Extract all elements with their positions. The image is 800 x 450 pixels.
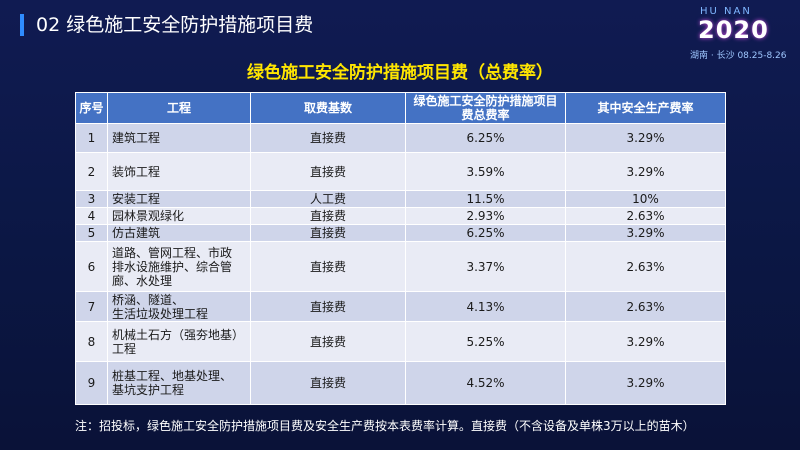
table-row: 2 装饰工程 直接费 3.59% 3.29% — [75, 152, 726, 191]
cell-line: 园林景观绿化 — [112, 209, 185, 223]
cell-line: 建筑工程 — [112, 131, 161, 145]
table-cell: 4.52% — [405, 361, 566, 405]
cell-line: 取费基数 — [303, 101, 352, 115]
table-cell: 3.59% — [405, 152, 566, 191]
column-header: 取费基数 — [250, 92, 406, 124]
table-cell: 5 — [75, 224, 108, 242]
table-cell: 直接费 — [250, 241, 406, 292]
table-cell: 3.29% — [565, 224, 726, 242]
table-cell: 人工费 — [250, 190, 406, 208]
table-cell: 4 — [75, 207, 108, 225]
table-cell: 直接费 — [250, 152, 406, 191]
project-cell: 桩基工程、地基处理、 基坑支护工程 — [107, 361, 251, 405]
table-cell: 6 — [75, 241, 108, 292]
table-cell: 2 — [75, 152, 108, 191]
project-cell: 桥涵、隧道、 生活垃圾处理工程 — [107, 291, 251, 322]
table-cell: 3.29% — [565, 361, 726, 405]
column-header: 序号 — [75, 92, 108, 124]
table-cell: 1 — [75, 123, 108, 153]
table-cell: 直接费 — [250, 224, 406, 242]
table-row: 8 机械土石方（强夯地基） 工程 直接费 5.25% 3.29% — [75, 321, 726, 362]
table-cell: 直接费 — [250, 321, 406, 362]
table-cell: 直接费 — [250, 123, 406, 153]
table-row: 6 道路、管网工程、市政 排水设施维护、综合管 廊、水处理 直接费 3.37% 2.63% — [75, 241, 726, 292]
cell-line: 安装工程 — [112, 192, 161, 206]
table-row: 4 园林景观绿化 直接费 2.93% 2.63% — [75, 207, 726, 225]
cell-line: 桩基工程、地基处理、 — [112, 369, 233, 383]
table-cell: 11.5% — [405, 190, 566, 208]
cell-line: 生活垃圾处理工程 — [112, 306, 209, 321]
table-cell: 直接费 — [250, 207, 406, 225]
logo-year: 2020 — [698, 16, 769, 44]
fee-table: 序号 工程 取费基数 绿色施工安全防护措施项目 费总费率 其中安全生产费率 1 建筑工程 直接… — [75, 92, 726, 405]
header-bar — [20, 14, 24, 36]
cell-line: 廊、水处理 — [112, 273, 173, 288]
table-cell: 2.63% — [565, 241, 726, 292]
project-cell: 装饰工程 — [107, 152, 251, 191]
table-cell: 8 — [75, 321, 108, 362]
cell-line: 排水设施维护、综合管 — [112, 259, 233, 274]
table-cell: 5.25% — [405, 321, 566, 362]
column-header: 工程 — [107, 92, 251, 124]
project-cell: 道路、管网工程、市政 排水设施维护、综合管 廊、水处理 — [107, 241, 251, 292]
cell-line: 费总费率 — [461, 108, 510, 122]
logo-subtitle: 湖南 · 长沙 08.25-8.26 — [690, 51, 787, 61]
table-cell: 直接费 — [250, 361, 406, 405]
header-title: 02 绿色施工安全防护措施项目费 — [36, 14, 314, 36]
header-row: 序号 工程 取费基数 绿色施工安全防护措施项目 费总费率 其中安全生产费率 — [75, 92, 726, 124]
cell-line: 基坑支护工程 — [112, 383, 185, 397]
table-cell: 3 — [75, 190, 108, 208]
project-cell: 园林景观绿化 — [107, 207, 251, 225]
table-cell: 直接费 — [250, 291, 406, 322]
cell-line: 序号 — [79, 101, 104, 115]
table-row: 7 桥涵、隧道、 生活垃圾处理工程 直接费 4.13% 2.63% — [75, 291, 726, 322]
project-cell: 机械土石方（强夯地基） 工程 — [107, 321, 251, 362]
cell-line: 仿古建筑 — [112, 226, 161, 240]
table-cell: 6.25% — [405, 224, 566, 242]
table-cell: 7 — [75, 291, 108, 322]
column-header: 其中安全生产费率 — [565, 92, 726, 124]
project-cell: 仿古建筑 — [107, 224, 251, 242]
table-cell: 3.29% — [565, 321, 726, 362]
project-cell: 建筑工程 — [107, 123, 251, 153]
note: 注：招投标，绿色施工安全防护措施项目费及安全生产费按本表费率计算。直接费（不含设… — [75, 419, 695, 433]
cell-line: 机械土石方（强夯地基） — [112, 327, 245, 342]
table-row: 3 安装工程 人工费 11.5% 10% — [75, 190, 726, 208]
table-cell: 9 — [75, 361, 108, 405]
table-title: 绿色施工安全防护措施项目费（总费率） — [247, 63, 553, 83]
table-cell: 10% — [565, 190, 726, 208]
logo-text: HU NAN — [700, 6, 752, 17]
table-cell: 3.29% — [565, 152, 726, 191]
table-row: 9 桩基工程、地基处理、 基坑支护工程 直接费 4.52% 3.29% — [75, 361, 726, 405]
column-header: 绿色施工安全防护措施项目 费总费率 — [405, 92, 566, 124]
cell-line: 绿色施工安全防护措施项目 — [413, 94, 558, 108]
table-cell: 6.25% — [405, 123, 566, 153]
table-cell: 4.13% — [405, 291, 566, 322]
table-cell: 2.93% — [405, 207, 566, 225]
cell-line: 工程 — [166, 101, 191, 115]
table-cell: 3.37% — [405, 241, 566, 292]
table-cell: 3.29% — [565, 123, 726, 153]
cell-line: 其中安全生产费率 — [597, 101, 694, 115]
cell-line: 装饰工程 — [112, 164, 161, 179]
cell-line: 工程 — [112, 341, 137, 356]
table-cell: 2.63% — [565, 207, 726, 225]
project-cell: 安装工程 — [107, 190, 251, 208]
table-row: 1 建筑工程 直接费 6.25% 3.29% — [75, 123, 726, 153]
cell-line: 桥涵、隧道、 — [112, 292, 185, 307]
table-row: 5 仿古建筑 直接费 6.25% 3.29% — [75, 224, 726, 242]
cell-line: 道路、管网工程、市政 — [112, 245, 233, 260]
table-cell: 2.63% — [565, 291, 726, 322]
